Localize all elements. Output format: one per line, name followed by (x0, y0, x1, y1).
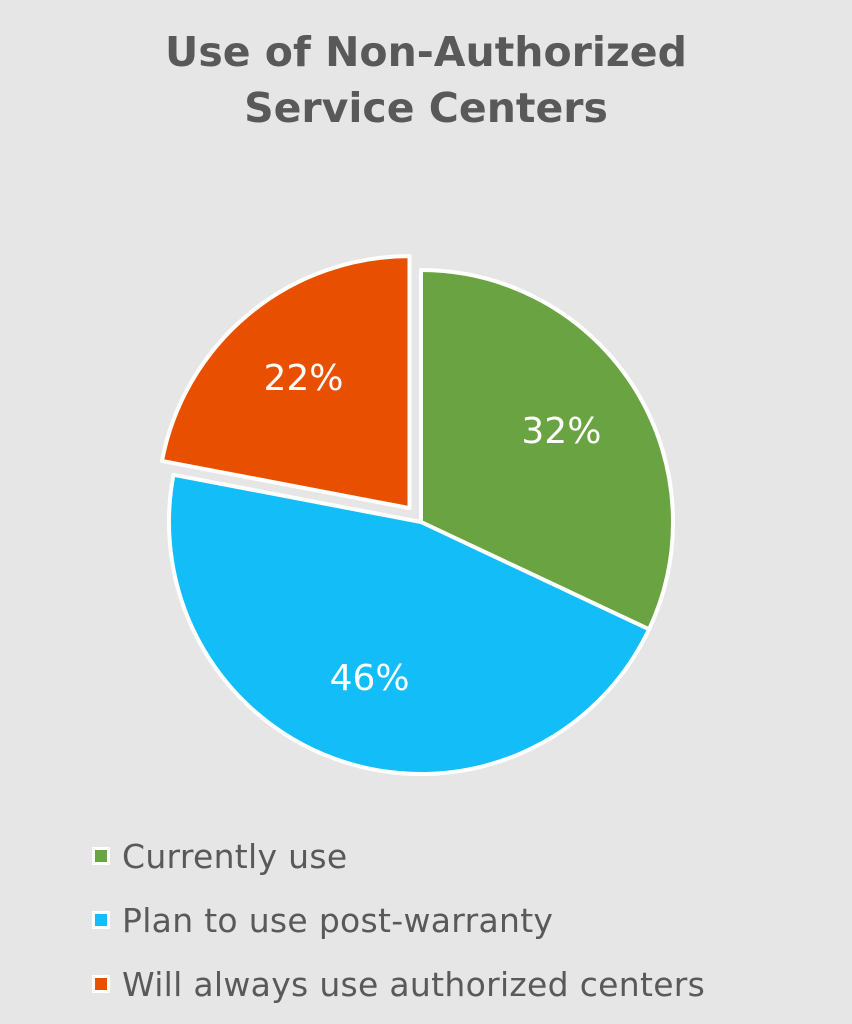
chart-title-line-1: Use of Non-Authorized (165, 28, 687, 76)
legend-label-currently-use: Currently use (122, 836, 348, 876)
legend-label-plan-to-use: Plan to use post-warranty (122, 900, 554, 940)
pie-slice-currently-use (419, 268, 675, 632)
chart-title-line-2: Service Centers (244, 84, 608, 132)
legend-item-plan-to-use: Plan to use post-warranty (92, 888, 705, 952)
legend-item-always-authorized: Will always use authorized centers (92, 952, 705, 1016)
legend-swatch-always-authorized (92, 975, 110, 993)
legend: Currently use Plan to use post-warranty … (92, 824, 705, 1016)
legend-swatch-currently-use (92, 847, 110, 865)
chart-title: Use of Non-Authorized Service Centers (0, 24, 852, 136)
data-label-always-authorized: 22% (264, 358, 344, 399)
pie-slice-always-authorized (159, 254, 412, 511)
pie-slice-plan-to-use (167, 472, 652, 776)
legend-label-always-authorized: Will always use authorized centers (122, 964, 706, 1004)
legend-swatch-plan-to-use (92, 911, 110, 929)
data-label-plan-to-use: 46% (330, 658, 410, 699)
legend-item-currently-use: Currently use (92, 824, 705, 888)
data-label-currently-use: 32% (521, 411, 601, 452)
